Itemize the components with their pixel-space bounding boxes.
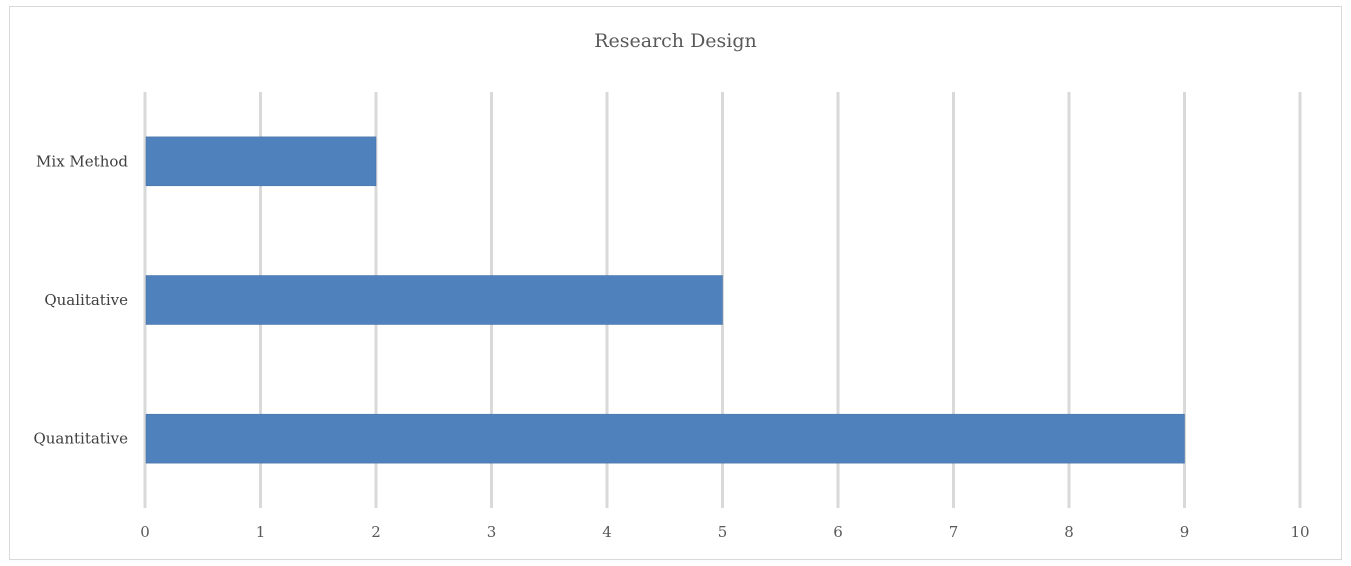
x-tick-label: 6 <box>833 523 843 541</box>
x-tick-label: 4 <box>602 523 612 541</box>
bar-qualitative <box>145 275 723 325</box>
x-tick-label: 3 <box>487 523 497 541</box>
x-tick-label: 2 <box>371 523 381 541</box>
category-label: Quantitative <box>33 430 128 448</box>
x-tick-label: 5 <box>718 523 728 541</box>
x-axis-ticks: 0 1 2 3 4 5 6 7 8 9 10 <box>140 523 1309 541</box>
x-tick-label: 9 <box>1180 523 1190 541</box>
category-labels: Quantitative Qualitative Mix Method <box>33 152 128 447</box>
x-tick-label: 1 <box>256 523 266 541</box>
x-tick-label: 0 <box>140 523 150 541</box>
category-label: Qualitative <box>44 291 128 309</box>
x-tick-label: 10 <box>1290 523 1309 541</box>
x-tick-label: 8 <box>1064 523 1074 541</box>
category-label: Mix Method <box>36 152 128 170</box>
chart-title: Research Design <box>594 30 757 52</box>
bars <box>145 136 1185 464</box>
bar-mix-method <box>145 136 377 187</box>
x-tick-label: 7 <box>949 523 959 541</box>
bar-quantitative <box>145 413 1185 464</box>
